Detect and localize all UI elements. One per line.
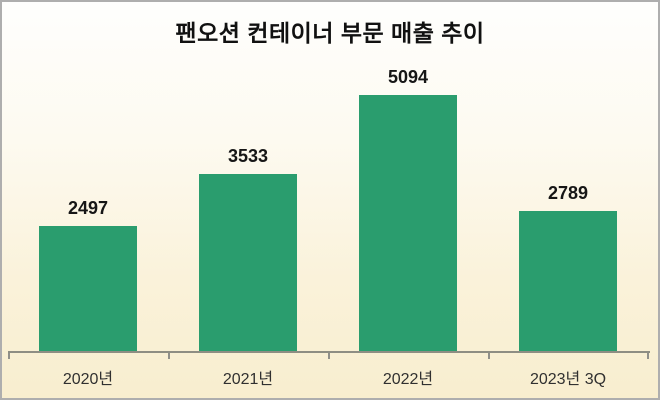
- bar-group-2020: 2497: [8, 198, 168, 352]
- x-label-2023-3q: 2023년 3Q: [529, 371, 607, 388]
- x-label-2021: 2021년: [222, 371, 274, 388]
- value-label-2023-3q: 2789: [547, 183, 589, 204]
- value-label-2022: 5094: [387, 67, 429, 88]
- chart-title: 팬오션 컨테이너 부문 매출 추이: [175, 20, 485, 46]
- value-label-2021: 3533: [227, 146, 269, 167]
- bar-group-2021: 3533: [168, 146, 328, 352]
- bar-group-2022: 5094: [328, 67, 488, 352]
- x-axis-tick-5: [647, 353, 649, 359]
- x-label-2020: 2020년: [62, 371, 114, 388]
- bar-2022: [359, 95, 457, 352]
- x-axis-tick-1: [8, 353, 10, 359]
- bar-2023-3q: [519, 211, 617, 352]
- bar-group-2023-3q: 2789: [488, 183, 648, 352]
- x-axis-tick-3: [328, 353, 330, 359]
- bar-2020: [39, 226, 137, 352]
- x-axis-tick-4: [488, 353, 490, 359]
- value-label-2020: 2497: [67, 198, 109, 219]
- x-axis-tick-2: [168, 353, 170, 359]
- bar-2021: [199, 174, 297, 352]
- x-axis-line: [8, 351, 650, 353]
- x-label-2022: 2022년: [382, 371, 434, 388]
